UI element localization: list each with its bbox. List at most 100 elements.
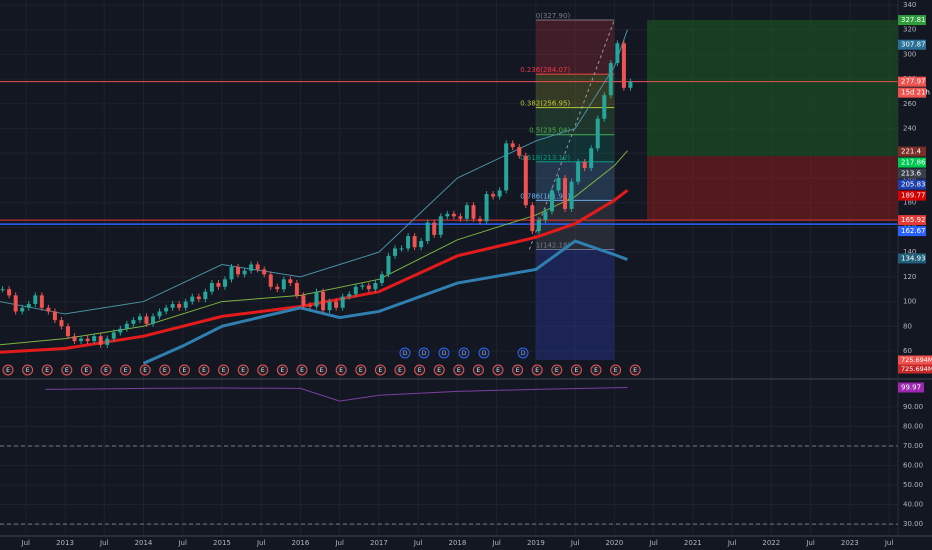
dividend-event [438,347,450,359]
moving-average [142,239,628,365]
dividend-letter: D [442,350,447,357]
fib-label: 0.786(181.92) [520,192,570,200]
earnings-letter: E [418,367,422,374]
earnings-event [139,364,151,376]
earnings-event [629,364,641,376]
volume-tag [898,355,932,365]
x-tick-label: 2013 [56,539,74,547]
price-tag-label: 205.83 [901,181,926,189]
earnings-letter: E [104,367,108,374]
earnings-letter: E [320,367,324,374]
price-tag-label: 327.81 [901,16,926,24]
dividend-event [458,347,470,359]
y2-tick-label: 50.00 [903,481,923,489]
earnings-event [41,364,53,376]
moving-average [0,150,628,346]
osc-tag-label: 99.97 [901,383,921,391]
earnings-event [178,364,190,376]
fib-label: 1(142.18) [536,241,571,249]
earnings-event [551,364,563,376]
x-tick-label: 2023 [841,539,859,547]
x-tick-label: Jul [805,539,815,547]
earnings-letter: E [45,367,49,374]
volume-tag [898,364,932,374]
earnings-event [570,364,582,376]
earnings-event [492,364,504,376]
y-tick-label: 240 [903,125,916,133]
earnings-letter: E [614,367,618,374]
price-tag-label: 165.92 [901,216,926,224]
y2-tick-label: 90.00 [903,403,923,411]
y-tick-label: 320 [903,26,916,34]
price-tag [898,87,926,98]
x-tick-label: Jul [256,539,266,547]
earnings-event [453,364,465,376]
earnings-event [531,364,543,376]
x-tick-label: Jul [334,539,344,547]
fib-band [535,134,615,162]
price-tag-label: 213.6 [901,170,922,178]
x-tick-label: Jul [99,539,109,547]
x-tick-label: Jul [884,539,894,547]
earnings-letter: E [26,367,30,374]
x-tick-label: Jul [491,539,501,547]
earnings-event [296,364,308,376]
earnings-letter: E [594,367,598,374]
x-tick-label: Jul [21,539,31,547]
price-tag [898,15,926,26]
price-tag [898,76,926,87]
fib-band [535,161,615,201]
earnings-event [316,364,328,376]
x-tick-label: Jul [727,539,737,547]
earnings-letter: E [85,367,89,374]
fib-label: 0.382(256.95) [520,100,570,108]
y-tick-label: 340 [903,1,916,9]
fib-label: 0(327.90) [536,12,571,20]
fib-extension [535,249,615,360]
price-tag [898,179,926,190]
earnings-event [257,364,269,376]
x-tick-label: Jul [177,539,187,547]
dividend-letter: D [521,350,526,357]
dividend-event [418,347,430,359]
price-tag [898,226,926,237]
earnings-event [335,364,347,376]
stop-zone [647,155,898,221]
earnings-letter: E [477,367,481,374]
earnings-letter: E [261,367,265,374]
x-tick-label: 2020 [605,539,623,547]
fib-band [535,74,615,108]
y-tick-label: 300 [903,50,916,58]
x-tick-label: 2021 [684,539,702,547]
earnings-letter: E [633,367,637,374]
earnings-event [276,364,288,376]
x-tick-label: 2018 [448,539,466,547]
earnings-event [355,364,367,376]
target-zone [647,20,898,156]
earnings-event [433,364,445,376]
price-tag [898,157,926,168]
price-tag [898,253,926,264]
price-tag-label: 15d 21h [901,89,930,97]
earnings-event [159,364,171,376]
oscillator-line [45,387,628,402]
fib-label: 0.236(284.07) [520,66,570,74]
earnings-letter: E [555,367,559,374]
earnings-letter: E [575,367,579,374]
earnings-letter: E [398,367,402,374]
fib-label: 0.5(235.04) [529,127,570,135]
price-tag-label: 277.97 [901,78,926,86]
earnings-letter: E [496,367,500,374]
price-tag [898,168,926,179]
earnings-letter: E [65,367,69,374]
moving-average [0,189,629,354]
price-tag-label: 162.67 [901,227,926,235]
earnings-letter: E [457,367,461,374]
earnings-letter: E [437,367,441,374]
earnings-letter: E [6,367,10,374]
price-tag-label: 221.4 [901,148,922,156]
moving-average [0,29,628,315]
fib-band [535,107,615,135]
y-tick-label: 80 [903,322,912,330]
